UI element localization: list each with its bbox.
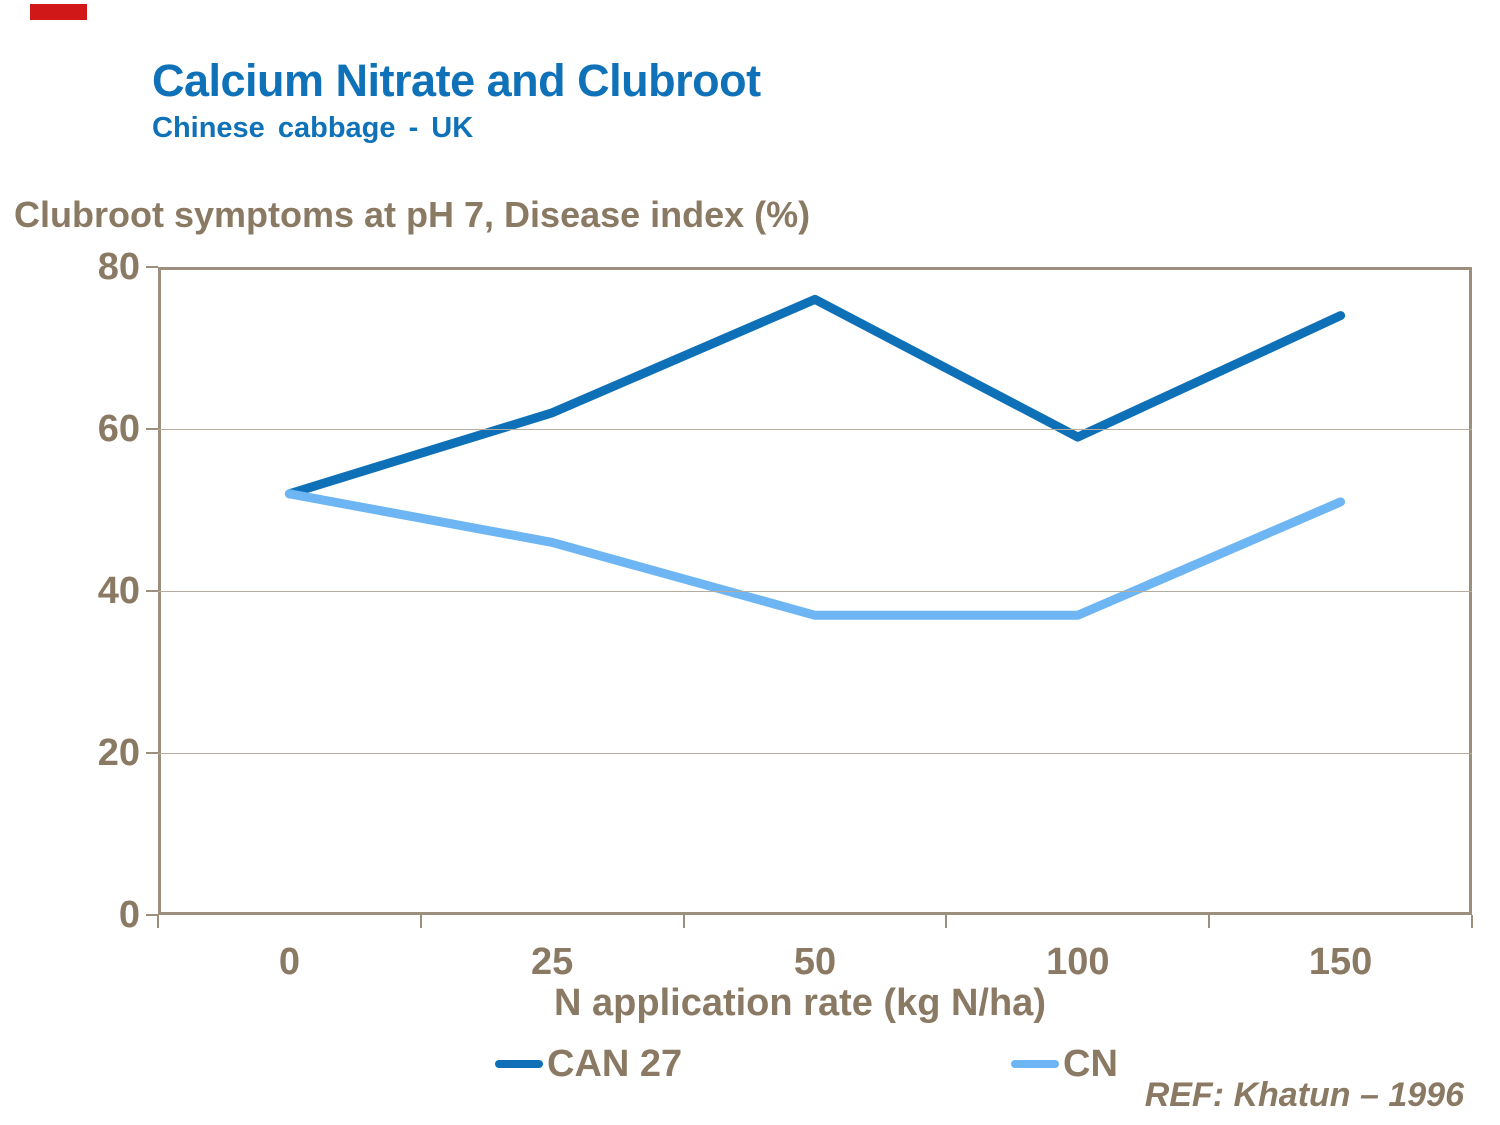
gridline [158,752,1472,754]
y-axis-tick [146,590,158,592]
legend-entry-can27: CAN 27 [495,1042,682,1086]
chart-title: Clubroot symptoms at pH 7, Disease index… [14,194,811,235]
x-tick-label: 50 [793,941,837,983]
y-tick-label: 0 [118,894,140,936]
x-tick-label: 100 [1046,941,1110,983]
x-tick-label: 25 [531,941,574,983]
x-axis-tick [1471,915,1473,928]
legend-label-cn: CN [1063,1043,1118,1085]
x-tick-label: 150 [1308,941,1373,983]
x-axis-tick [1208,915,1211,928]
x-axis-tick [945,915,948,928]
legend-entry-cn: CN [1011,1042,1118,1086]
x-axis-tick [682,915,685,928]
legend-swatch-cn [1011,1060,1059,1068]
y-tick-label: 20 [97,732,140,774]
x-axis-tick [419,915,422,928]
legend-swatch-can27 [495,1060,543,1068]
y-tick-label: 40 [97,570,140,612]
page-title: Calcium Nitrate and Clubroot [152,55,761,106]
red-accent-mark [30,4,87,20]
y-axis-tick [146,752,158,754]
y-axis-tick [146,914,158,916]
gridline [158,590,1472,592]
y-tick-label: 60 [97,408,140,450]
x-axis-tick [157,915,159,928]
gridline [158,428,1472,430]
y-axis-tick [146,428,158,430]
legend-label-can27: CAN 27 [547,1043,683,1085]
y-tick-label: 80 [97,246,140,288]
x-axis-title: N application rate (kg N/ha) [554,982,1046,1024]
x-tick-label: 0 [278,941,300,983]
y-axis-tick [146,266,158,268]
page-subtitle: Chinese cabbage - UK [152,112,474,144]
reference-text: REF: Khatun – 1996 [1144,1076,1464,1114]
